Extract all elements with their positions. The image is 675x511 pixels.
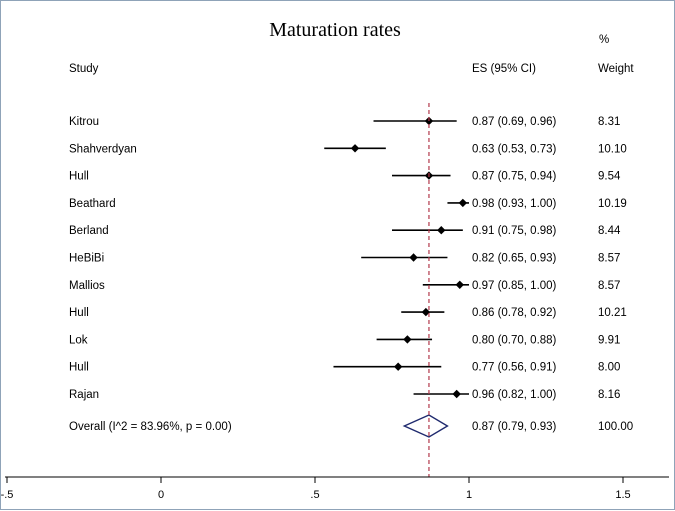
study-es-text: 0.96 (0.82, 1.00) (472, 389, 557, 401)
study-name: Mallios (69, 280, 105, 292)
study-row: Hull 0.86 (0.78, 0.92) 10.21 (69, 307, 627, 319)
study-row: Shahverdyan 0.63 (0.53, 0.73) 10.10 (69, 143, 627, 155)
x-tick-label: 1.5 (615, 489, 630, 501)
study-name: Lok (69, 334, 88, 346)
effect-size-marker (458, 198, 468, 208)
study-weight: 8.44 (598, 225, 621, 237)
study-name: Berland (69, 225, 109, 237)
study-es-text: 0.80 (0.70, 0.88) (472, 334, 557, 346)
study-name: Kitrou (69, 116, 99, 128)
study-row: Hull 0.87 (0.75, 0.94) 9.54 (69, 171, 621, 183)
study-column-header: Study (69, 63, 99, 75)
study-es-text: 0.82 (0.65, 0.93) (472, 253, 557, 265)
es-column-header: ES (95% CI) (472, 63, 536, 75)
study-weight: 8.57 (598, 253, 620, 265)
overall-label: Overall (I^2 = 83.96%, p = 0.00) (69, 421, 232, 433)
overall-weight: 100.00 (598, 421, 633, 433)
study-weight: 9.91 (598, 334, 620, 346)
x-tick-label: .5 (310, 489, 319, 501)
weight-column-header: Weight (598, 63, 634, 75)
study-row: Berland 0.91 (0.75, 0.98) 8.44 (69, 225, 621, 237)
overall-diamond (402, 414, 449, 438)
study-name: Shahverdyan (69, 143, 137, 155)
effect-size-marker (409, 253, 418, 262)
effect-size-marker (452, 389, 461, 399)
overall-es-text: 0.87 (0.79, 0.93) (472, 421, 557, 433)
effect-size-marker (421, 307, 431, 317)
study-weight: 10.21 (598, 307, 627, 319)
study-row: Lok 0.80 (0.70, 0.88) 9.91 (69, 334, 620, 346)
effect-size-marker (403, 335, 412, 344)
study-weight: 8.31 (598, 116, 620, 128)
study-row: Beathard 0.98 (0.93, 1.00) 10.19 (69, 198, 627, 210)
study-weight: 10.19 (598, 198, 627, 210)
study-es-text: 0.87 (0.69, 0.96) (472, 116, 557, 128)
study-weight: 9.54 (598, 171, 621, 183)
x-tick-label: -.5 (1, 489, 13, 501)
effect-size-marker (350, 144, 360, 153)
study-row: Kitrou 0.87 (0.69, 0.96) 8.31 (69, 116, 620, 128)
study-rows: Kitrou 0.87 (0.69, 0.96) 8.31 Shahverdyan 0.… (69, 116, 627, 401)
study-es-text: 0.63 (0.53, 0.73) (472, 143, 557, 155)
chart-title: Maturation rates (269, 19, 401, 41)
study-es-text: 0.98 (0.93, 1.00) (472, 198, 557, 210)
study-name: Beathard (69, 198, 116, 210)
study-name: Hull (69, 362, 89, 374)
study-es-text: 0.86 (0.78, 0.92) (472, 307, 557, 319)
study-name: HeBiBi (69, 253, 104, 265)
study-es-text: 0.91 (0.75, 0.98) (472, 225, 557, 237)
x-axis-ticks: -.5 0 .5 1 1.5 (1, 477, 631, 501)
study-weight: 8.57 (598, 280, 620, 292)
study-row: Mallios 0.97 (0.85, 1.00) 8.57 (69, 280, 620, 292)
study-es-text: 0.97 (0.85, 1.00) (472, 280, 557, 292)
study-name: Hull (69, 171, 89, 183)
effect-size-marker (393, 362, 403, 371)
study-row: Hull 0.77 (0.56, 0.91) 8.00 (69, 362, 620, 374)
study-name: Hull (69, 307, 89, 319)
study-row: HeBiBi 0.82 (0.65, 0.93) 8.57 (69, 253, 620, 265)
study-weight: 8.16 (598, 389, 620, 401)
effect-size-marker (455, 280, 464, 289)
overall-row: Overall (I^2 = 83.96%, p = 0.00) 0.87 (0… (69, 414, 633, 438)
x-tick-label: 1 (466, 489, 472, 501)
study-es-text: 0.77 (0.56, 0.91) (472, 362, 557, 374)
x-tick-label: 0 (158, 489, 164, 501)
study-es-text: 0.87 (0.75, 0.94) (472, 171, 557, 183)
effect-size-marker (437, 226, 446, 235)
weight-percent-header: % (599, 34, 609, 46)
study-row: Rajan 0.96 (0.82, 1.00) 8.16 (69, 389, 620, 401)
study-name: Rajan (69, 389, 99, 401)
study-weight: 10.10 (598, 143, 627, 155)
study-weight: 8.00 (598, 362, 620, 374)
